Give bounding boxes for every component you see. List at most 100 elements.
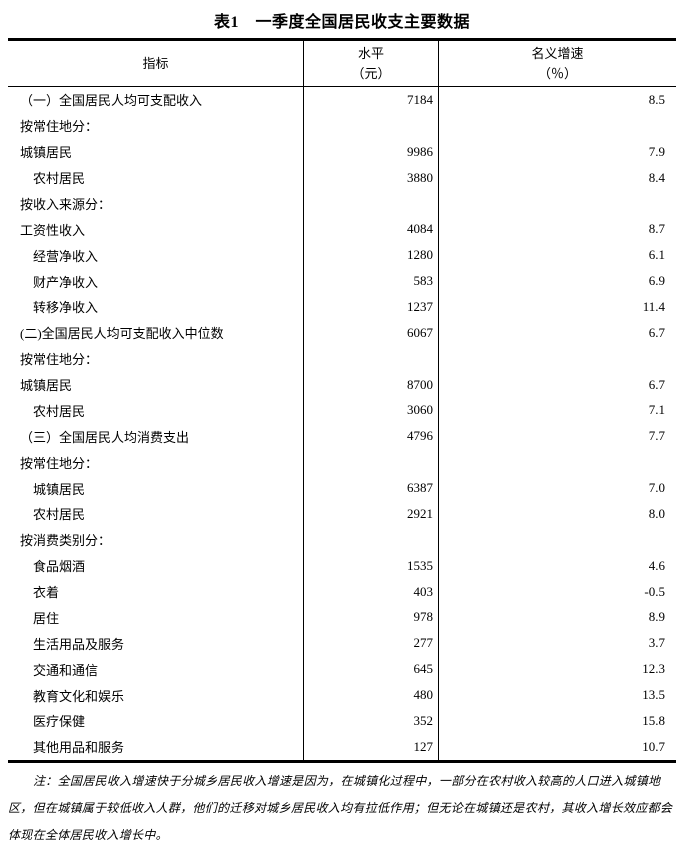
- row-indicator-label: （三）全国居民人均消费支出: [20, 429, 190, 445]
- row-level-value: 6387: [303, 475, 439, 501]
- income-expenditure-table: 指标 水平 （元） 名义增速 （％） （一）全国居民人均可支配收入 7184 8.5…: [8, 38, 676, 763]
- row-indicator-label: 农村居民: [33, 507, 86, 523]
- table-row: 农村居民 3880 8.4: [8, 164, 676, 191]
- row-level-value: 3880: [303, 164, 439, 191]
- table-row: 衣着 403 -0.5: [8, 578, 676, 605]
- header-level-unit: （元）: [351, 65, 391, 81]
- row-growth-value: 8.5: [648, 91, 665, 107]
- row-level-value: [303, 526, 439, 553]
- row-level-value: 978: [303, 604, 439, 631]
- row-level-value: 1280: [303, 242, 439, 269]
- row-growth-value: 7.1: [648, 402, 665, 418]
- row-indicator-label: 财产净收入: [33, 274, 99, 290]
- row-growth-value: 3.7: [648, 635, 665, 651]
- row-level-value: 480: [303, 682, 439, 708]
- row-growth-value: -0.5: [644, 583, 665, 599]
- row-growth-value: 8.9: [648, 609, 665, 625]
- row-indicator-label: 转移净收入: [33, 300, 99, 316]
- row-indicator-label: 经营净收入: [33, 248, 99, 264]
- note-line: 区，但在城镇属于较低收入人群，他们的迁移对城乡居民收入均有拉低作用；但无论在城镇…: [8, 800, 673, 815]
- table-row: (二)全国居民人均可支配收入中位数 6067 6.7: [8, 319, 676, 346]
- row-growth-value: 13.5: [642, 687, 665, 703]
- row-indicator-label: 按收入来源分：: [20, 196, 112, 212]
- row-indicator-label: 医疗保健: [33, 714, 86, 730]
- row-indicator-label: (二)全国居民人均可支配收入中位数: [20, 326, 224, 342]
- row-level-value: 8700: [303, 371, 439, 398]
- row-indicator-label: 按常住地分：: [20, 119, 99, 135]
- row-level-value: [303, 190, 439, 217]
- table-row: 城镇居民 6387 7.0: [8, 475, 676, 501]
- table-row: 按常住地分：: [8, 345, 676, 372]
- row-level-value: 4796: [303, 423, 439, 450]
- row-indicator-label: 教育文化和娱乐: [33, 688, 125, 704]
- table-row: （一）全国居民人均可支配收入 7184 8.5: [8, 87, 676, 113]
- table-row: 教育文化和娱乐 480 13.5: [8, 682, 676, 708]
- header-growth-label: 名义增速: [531, 45, 584, 61]
- row-level-value: 2921: [303, 501, 439, 527]
- table-row: 工资性收入 4084 8.7: [8, 216, 676, 243]
- row-level-value: [303, 449, 439, 476]
- page-title: 表1 一季度全国居民收支主要数据: [213, 14, 470, 31]
- header-level: 水平 （元）: [303, 41, 439, 86]
- row-indicator-label: 农村居民: [33, 403, 86, 419]
- row-indicator-label: 其他用品和服务: [33, 740, 125, 756]
- table-row: 其他用品和服务 127 10.7: [8, 733, 676, 760]
- row-indicator-label: （一）全国居民人均可支配收入: [20, 93, 203, 109]
- row-level-value: [303, 112, 439, 139]
- table-row: 按常住地分：: [8, 449, 676, 476]
- row-growth-value: 6.7: [648, 376, 665, 392]
- table-row: 转移净收入 1237 11.4: [8, 294, 676, 320]
- row-indicator-label: 按常住地分：: [20, 352, 99, 368]
- row-level-value: 1237: [303, 294, 439, 320]
- row-indicator-label: 按消费类别分：: [20, 533, 112, 549]
- row-indicator-label: 农村居民: [33, 171, 86, 187]
- row-growth-value: 6.1: [648, 247, 665, 263]
- row-level-value: 352: [303, 708, 439, 734]
- row-level-value: 645: [303, 656, 439, 683]
- table-row: 医疗保健 352 15.8: [8, 708, 676, 734]
- row-level-value: 6067: [303, 319, 439, 346]
- table-row: 按收入来源分：: [8, 190, 676, 217]
- table-row: 城镇居民 9986 7.9: [8, 138, 676, 165]
- table-row: 居住 978 8.9: [8, 604, 676, 631]
- table-row: 经营净收入 1280 6.1: [8, 242, 676, 269]
- table-row: 食品烟酒 1535 4.6: [8, 552, 676, 579]
- row-growth-value: 6.7: [648, 324, 665, 340]
- header-level-label: 水平: [357, 45, 384, 61]
- row-level-value: 7184: [303, 87, 439, 113]
- row-level-value: 277: [303, 630, 439, 657]
- row-indicator-label: 城镇居民: [20, 378, 73, 394]
- row-growth-value: 11.4: [642, 298, 665, 314]
- row-indicator-label: 居住: [33, 610, 60, 626]
- row-growth-value: 10.7: [642, 738, 665, 754]
- row-growth-value: 7.0: [648, 480, 665, 496]
- header-growth-unit: （％）: [537, 65, 577, 81]
- row-indicator-label: 食品烟酒: [33, 559, 86, 575]
- row-level-value: 403: [303, 578, 439, 605]
- row-growth-value: 7.9: [648, 143, 665, 159]
- table-row: 农村居民 2921 8.0: [8, 501, 676, 527]
- row-indicator-label: 城镇居民: [20, 145, 73, 161]
- row-level-value: 9986: [303, 138, 439, 165]
- row-growth-value: 8.0: [648, 505, 665, 521]
- note: 注：全国居民收入增速快于分城乡居民收入增速是因为，在城镇化过程中，一部分在农村收…: [8, 768, 676, 843]
- table-row: 农村居民 3060 7.1: [8, 397, 676, 424]
- row-indicator-label: 衣着: [33, 585, 60, 601]
- row-level-value: 583: [303, 268, 439, 294]
- header-indicator-label: 指标: [142, 55, 169, 71]
- table-row: 交通和通信 645 12.3: [8, 656, 676, 683]
- row-growth-value: 4.6: [648, 557, 665, 573]
- row-level-value: [303, 345, 439, 372]
- row-growth-value: 7.7: [648, 428, 665, 444]
- row-level-value: 1535: [303, 552, 439, 579]
- table-body: （一）全国居民人均可支配收入 7184 8.5 按常住地分： 城镇居民 9986 7.9 农村…: [8, 87, 676, 760]
- row-growth-value: 6.9: [648, 273, 665, 289]
- row-indicator-label: 生活用品及服务: [33, 636, 125, 652]
- table-row: （三）全国居民人均消费支出 4796 7.7: [8, 423, 676, 450]
- row-level-value: 4084: [303, 216, 439, 243]
- header-indicator: 指标: [8, 41, 303, 86]
- table-row: 财产净收入 583 6.9: [8, 268, 676, 294]
- row-growth-value: 8.4: [648, 169, 665, 185]
- row-level-value: 3060: [303, 397, 439, 424]
